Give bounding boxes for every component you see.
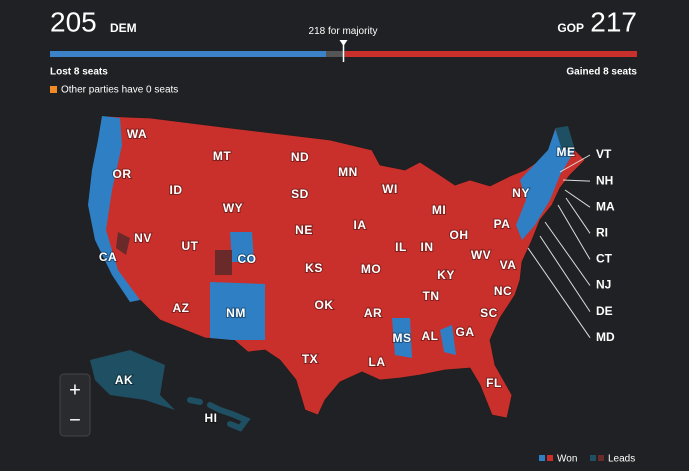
state-label: VA <box>500 258 517 272</box>
zoom-in[interactable]: + <box>69 379 81 401</box>
leader-line <box>559 154 591 173</box>
leader-line <box>565 197 591 234</box>
state-label: PA <box>494 217 511 231</box>
state-label: AZ <box>173 301 190 315</box>
leader-line <box>562 179 591 182</box>
state-label: WA <box>127 127 147 141</box>
majority-number: 218 <box>309 26 326 37</box>
dem-region <box>230 232 254 262</box>
state-label: LA <box>369 355 386 369</box>
state-label: SC <box>480 306 498 320</box>
state-label: KY <box>437 268 455 282</box>
leader-line <box>557 204 591 260</box>
leader-line <box>564 189 591 208</box>
dem-bar <box>50 51 326 57</box>
state-label: VT <box>596 147 612 161</box>
dem-seat-count: 205 <box>50 6 97 37</box>
dem-label: DEM <box>110 21 137 35</box>
gop-bar <box>344 51 637 57</box>
state-label: CT <box>596 252 613 266</box>
dem-region <box>210 282 265 340</box>
state-label: GA <box>456 325 475 339</box>
state-label: ME <box>557 145 576 159</box>
other-swatch <box>50 86 57 93</box>
legend-swatch <box>547 455 553 461</box>
state-label: NV <box>134 231 152 245</box>
state-label: NE <box>295 223 313 237</box>
state-label: AL <box>422 329 439 343</box>
state-label: FL <box>486 376 502 390</box>
state-label: WI <box>382 182 398 196</box>
dem-change: Lost 8 seats <box>50 67 108 78</box>
lead-region <box>116 232 130 255</box>
state-label: HI <box>205 411 218 425</box>
state-label: IL <box>395 240 407 254</box>
majority-note: 218 for majority <box>309 26 378 37</box>
legend-swatch <box>590 455 596 461</box>
state-label: AK <box>115 373 133 387</box>
legend-leads: Leads <box>608 454 635 465</box>
state-label: MI <box>432 203 446 217</box>
legend-swatch <box>539 455 545 461</box>
zoom-out[interactable]: − <box>69 409 81 431</box>
state-label: MD <box>596 330 615 344</box>
state-label: ID <box>170 183 183 197</box>
gop-label: GOP <box>557 21 584 35</box>
dem-region <box>440 325 456 355</box>
state-label: CO <box>238 252 257 266</box>
lead-region <box>555 126 575 150</box>
hawaii <box>187 397 251 432</box>
gop-seat-count: 217 <box>590 6 637 37</box>
leader-line <box>544 221 591 286</box>
state-label: UT <box>182 239 199 253</box>
state-label: AR <box>364 306 382 320</box>
alaska <box>90 350 175 410</box>
state-label: MS <box>393 331 412 345</box>
state-label: IA <box>354 218 367 232</box>
dem-region <box>392 318 412 358</box>
state-label: MN <box>338 165 358 179</box>
state-labels: WA OR CA NV ID MT WY UT CO AZ NM ND SD NE KS OK TX MN IA MO… <box>98 126 615 426</box>
state-label: NY <box>512 186 530 200</box>
other-note: Other parties have 0 seats <box>61 85 178 96</box>
state-label: CA <box>99 250 117 264</box>
state-label: MT <box>213 149 231 163</box>
state-label: TN <box>423 289 440 303</box>
state-label: RI <box>596 225 608 239</box>
legend-won: Won <box>557 454 577 465</box>
state-label: OH <box>450 228 469 242</box>
majority-text: for majority <box>328 26 377 37</box>
state-label: WV <box>471 248 491 262</box>
state-label: NM <box>226 306 246 320</box>
state-label: OK <box>315 298 334 312</box>
state-label: WY <box>223 201 243 215</box>
dem-region <box>88 116 140 302</box>
majority-arrow <box>339 40 348 46</box>
state-label: NJ <box>596 278 611 292</box>
leader-line <box>539 235 591 312</box>
state-label: OR <box>113 167 132 181</box>
state-label: NC <box>494 284 512 298</box>
map <box>87 115 586 432</box>
leader-line <box>527 247 591 338</box>
state-label: NH <box>596 173 613 187</box>
zoom-control <box>59 373 91 437</box>
seat-bar <box>50 40 637 62</box>
state-label: ND <box>291 150 309 164</box>
state-label: KS <box>305 261 323 275</box>
gop-change: Gained 8 seats <box>566 67 637 78</box>
state-label: MO <box>361 262 381 276</box>
lead-region <box>215 250 232 275</box>
state-label: TX <box>302 352 318 366</box>
legend-swatch <box>598 455 604 461</box>
state-label: IN <box>421 240 434 254</box>
dem-region <box>516 128 575 240</box>
state-label: SD <box>291 187 309 201</box>
state-label: MA <box>596 199 615 213</box>
state-label: DE <box>596 304 613 318</box>
